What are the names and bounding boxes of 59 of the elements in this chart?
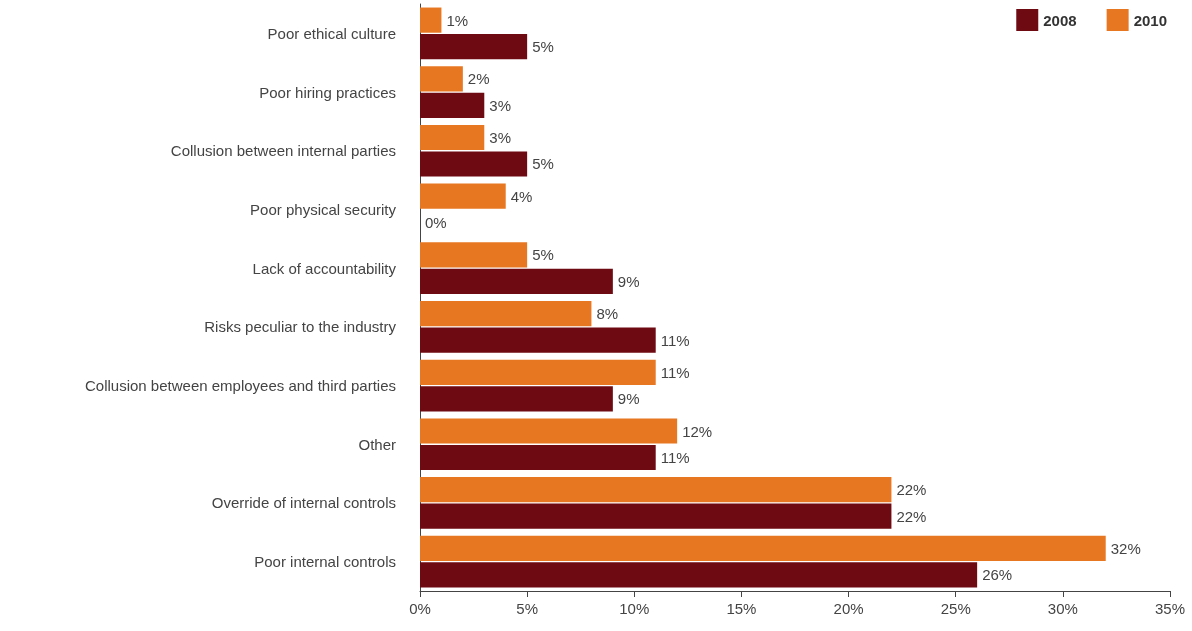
bar — [420, 92, 485, 118]
bar — [420, 183, 506, 209]
y-tick-label: Collusion between internal parties — [170, 142, 396, 160]
data-label: 9% — [617, 390, 640, 408]
x-tick-label: 20% — [833, 600, 864, 617]
data-label: 11% — [660, 363, 690, 381]
x-tick-label: 35% — [1154, 600, 1186, 617]
bar — [420, 66, 463, 92]
data-label: 5% — [532, 246, 554, 264]
data-label: 11% — [660, 331, 690, 349]
bar — [420, 301, 592, 327]
bar — [420, 477, 892, 503]
bar — [420, 242, 528, 268]
bar — [420, 418, 678, 444]
data-label: 22% — [896, 507, 927, 525]
data-label: 22% — [896, 481, 927, 499]
bar — [420, 444, 656, 471]
bar — [420, 124, 485, 151]
data-label: 3% — [489, 96, 511, 114]
data-label: 26% — [982, 566, 1013, 584]
data-label: 2% — [467, 70, 490, 88]
y-tick-label: Poor ethical culture — [267, 24, 396, 42]
bar — [420, 327, 656, 353]
bar — [420, 562, 978, 588]
bar — [420, 503, 892, 529]
data-label: 11% — [660, 448, 690, 466]
data-label: 1% — [446, 11, 469, 29]
y-tick-label: Override of internal controls — [211, 494, 396, 512]
y-tick-label: Other — [358, 435, 396, 453]
data-label: 0% — [425, 214, 447, 232]
x-tick-label: 5% — [516, 600, 538, 617]
data-label: 8% — [596, 305, 619, 323]
x-tick-label: 0% — [409, 600, 431, 617]
bar — [420, 386, 613, 412]
bar — [420, 359, 656, 385]
y-tick-label: Poor hiring practices — [259, 83, 396, 101]
y-tick-label: Poor internal controls — [254, 553, 396, 571]
data-label: 12% — [682, 422, 713, 440]
bar — [420, 7, 442, 33]
data-label: 32% — [1110, 539, 1141, 557]
y-tick-label: Lack of accountability — [252, 259, 397, 277]
bar — [420, 268, 613, 294]
x-tick-label: 30% — [1047, 600, 1078, 617]
x-tick-label: 10% — [619, 600, 650, 617]
bar — [420, 151, 528, 177]
data-label: 3% — [489, 129, 511, 147]
data-label: 4% — [510, 187, 533, 205]
x-tick-label: 15% — [726, 600, 757, 617]
bar — [420, 33, 528, 60]
bar — [420, 535, 1106, 562]
y-tick-label: Poor physical security — [250, 200, 397, 218]
legend-label: 2010 — [1133, 11, 1168, 29]
legend-label: 2008 — [1043, 11, 1077, 29]
y-tick-label: Collusion between employees and third parties — [84, 377, 396, 395]
x-tick-label: 25% — [940, 600, 971, 617]
y-tick-label: Risks peculiar to the industry — [204, 318, 397, 336]
data-label: 9% — [617, 272, 640, 290]
data-label: 5% — [532, 38, 554, 56]
data-label: 5% — [532, 155, 554, 173]
